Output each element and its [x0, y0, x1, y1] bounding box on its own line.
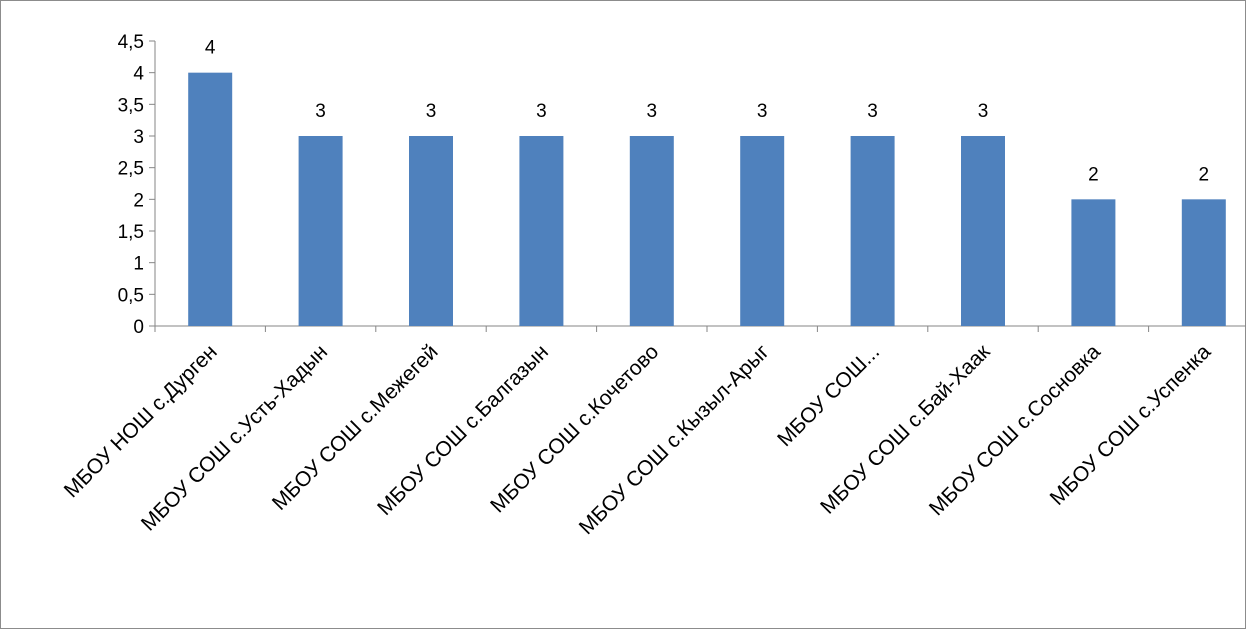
- bar: [298, 136, 343, 326]
- bar: [1071, 199, 1116, 326]
- data-labels: 4 3 3 3 3 3 3 3 2 2: [205, 38, 1209, 186]
- y-tick-label: 4,5: [118, 32, 144, 53]
- category-label: МБОУ СОШ с.Кызыл-Арыг: [575, 340, 774, 539]
- bars: [188, 72, 1226, 327]
- bar: [629, 136, 674, 326]
- y-tick-label: 2,5: [118, 159, 144, 180]
- data-label: 3: [647, 101, 658, 122]
- data-label: 3: [536, 101, 547, 122]
- x-axis: [154, 325, 1246, 332]
- y-tick-label: 0,5: [118, 285, 144, 306]
- y-tick-label: 3,5: [118, 95, 144, 116]
- bar: [188, 72, 233, 327]
- data-label: 2: [1199, 164, 1210, 185]
- y-tick-label: 2: [133, 190, 144, 211]
- bar: [961, 136, 1005, 326]
- data-label: 3: [757, 101, 768, 122]
- y-axis: 0 0,5 1 1,5 2 2,5 3 3,5 4 4,5: [118, 32, 156, 338]
- data-label: 3: [426, 101, 437, 122]
- y-tick-label: 1: [133, 254, 144, 275]
- y-tick-label: 1,5: [118, 222, 144, 243]
- data-label: 2: [1088, 164, 1099, 185]
- bar: [740, 136, 785, 326]
- data-label: 4: [205, 38, 216, 59]
- category-label: МБОУ СОШ с.Усть-Хадын: [137, 340, 332, 535]
- y-tick-label: 4: [133, 64, 144, 85]
- data-label: 3: [867, 101, 878, 122]
- bar: [1181, 199, 1226, 326]
- data-label: 3: [315, 101, 326, 122]
- bar: [409, 136, 453, 326]
- y-tick-label: 3: [133, 127, 144, 148]
- bar: [519, 136, 564, 326]
- bar: [850, 136, 895, 326]
- y-tick-label: 0: [133, 317, 144, 338]
- category-label: МБОУ СОШ...: [773, 340, 884, 451]
- data-label: 3: [978, 101, 989, 122]
